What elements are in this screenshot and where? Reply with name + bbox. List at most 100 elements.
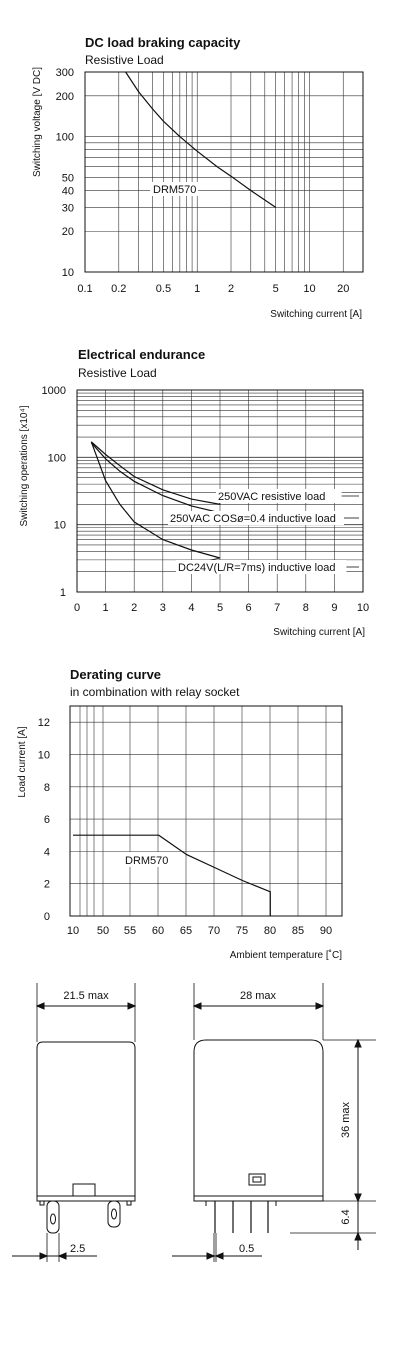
chart-subtitle: Resistive Load [85,53,164,67]
y-tick-label: 1000 [42,385,66,397]
derating-curve-chart: Derating curve in combination with relay… [17,667,343,961]
series-label: DC24V(L/R=7ms) inductive load [178,562,335,574]
y-tick-label: 10 [38,749,50,761]
series-line-drm570 [125,71,277,208]
label-mask [168,511,344,525]
chart-title: Electrical endurance [78,347,205,362]
x-tick-label: 5 [273,283,279,295]
x-tick-labels: 10 50 55 60 65 70 75 80 85 90 [67,925,332,937]
chart-title: Derating curve [70,667,161,682]
chart-grid [85,72,363,272]
y-tick-label: 200 [56,91,74,103]
label-mask [216,489,342,503]
chart-title: DC load braking capacity [85,35,241,50]
dim-front-width: 21.5 max [63,990,109,1002]
latch-slot [252,1176,262,1183]
x-axis-label: Ambient temperature [˚C] [230,949,342,961]
dim-pin-thickness: 0.5 [239,1243,254,1255]
y-tick-label: 100 [56,132,74,144]
x-tick-label: 55 [124,925,136,937]
x-axis-label: Switching current [A] [273,627,365,638]
x-tick-label: 1 [194,283,200,295]
x-tick-label: 20 [337,283,349,295]
foot [126,1200,132,1206]
y-tick-label: 100 [48,452,66,464]
side-view [172,983,376,1262]
series-line [90,441,221,559]
x-tick-label: 0 [74,602,80,614]
latch [248,1173,266,1186]
y-axis-label: Load current [A] [17,726,28,797]
y-tick-label: 12 [38,717,50,729]
dimension-arrows [35,1002,137,1010]
dimension-labels: 21.5 max 2.5 28 max 36 max 6.4 0.5 [63,990,352,1255]
x-tick-label: 0.2 [111,283,126,295]
y-tick-labels: 1 10 100 1000 [42,385,66,599]
plot-frame [84,71,364,273]
x-tick-label: 75 [236,925,248,937]
y-tick-label: 8 [44,782,50,794]
relay-body [36,1041,136,1197]
x-tick-label: 65 [180,925,192,937]
y-tick-label: 0 [44,911,50,923]
plot-frame [69,705,343,917]
series-labels: 250VAC resistive load 250VAC COSø=0.4 ind… [168,489,359,574]
x-axis-label: Switching current [A] [270,309,362,320]
dimension-arrows [192,1002,325,1010]
label-mask [122,852,172,867]
series-annotation: DRM570 [125,855,168,867]
x-tick-label: 3 [160,602,166,614]
y-tick-labels: 0 2 4 6 8 10 12 [38,717,50,923]
x-tick-label: 6 [246,602,252,614]
series-label: 250VAC resistive load [218,491,325,503]
series-lines [90,441,221,559]
y-tick-label: 50 [62,172,74,184]
x-tick-label: 10 [357,602,369,614]
x-tick-label: 5 [217,602,223,614]
y-tick-label: 40 [62,185,74,197]
dimension-arrows [39,1252,67,1260]
x-tick-label: 50 [97,925,109,937]
front-view [12,983,137,1262]
series-line [90,441,221,505]
x-tick-label: 2 [228,283,234,295]
y-tick-label: 20 [62,226,74,238]
y-axis-label: Switching voltage [V DC] [32,67,43,177]
x-tick-label: 9 [331,602,337,614]
label-mask [150,182,198,196]
x-tick-label: 85 [292,925,304,937]
dim-side-width: 28 max [240,990,277,1002]
y-tick-label: 1 [60,587,66,599]
y-tick-label: 10 [54,520,66,532]
chart-subtitle: in combination with relay socket [70,685,240,699]
x-tick-label: 60 [152,925,164,937]
y-tick-label: 2 [44,879,50,891]
foot [39,1200,45,1206]
dimension-arrows [354,1193,362,1241]
y-tick-label: 30 [62,202,74,214]
dim-height: 36 max [340,1101,352,1138]
series-line [90,442,221,514]
x-tick-label: 0.5 [156,283,171,295]
relay-base [36,1183,136,1202]
y-tick-label: 10 [62,267,74,279]
x-tick-label: 90 [320,925,332,937]
pin-hole [111,1208,117,1220]
x-tick-label: 0.1 [77,283,92,295]
series-label: 250VAC COSø=0.4 inductive load [170,513,336,525]
plot-frame [76,389,364,593]
x-tick-label: 7 [274,602,280,614]
pin-hole [50,1213,56,1225]
x-tick-label: 10 [303,283,315,295]
series-line-drm570 [73,834,271,916]
x-tick-label: 10 [67,925,79,937]
x-tick-label: 1 [103,602,109,614]
x-tick-label: 80 [264,925,276,937]
dim-pin-length: 6.4 [340,1209,352,1224]
x-tick-labels: 0.1 0.2 0.5 1 2 5 10 20 [77,283,349,295]
dimension-drawing [12,983,376,1262]
chart-subtitle: Resistive Load [78,366,157,380]
